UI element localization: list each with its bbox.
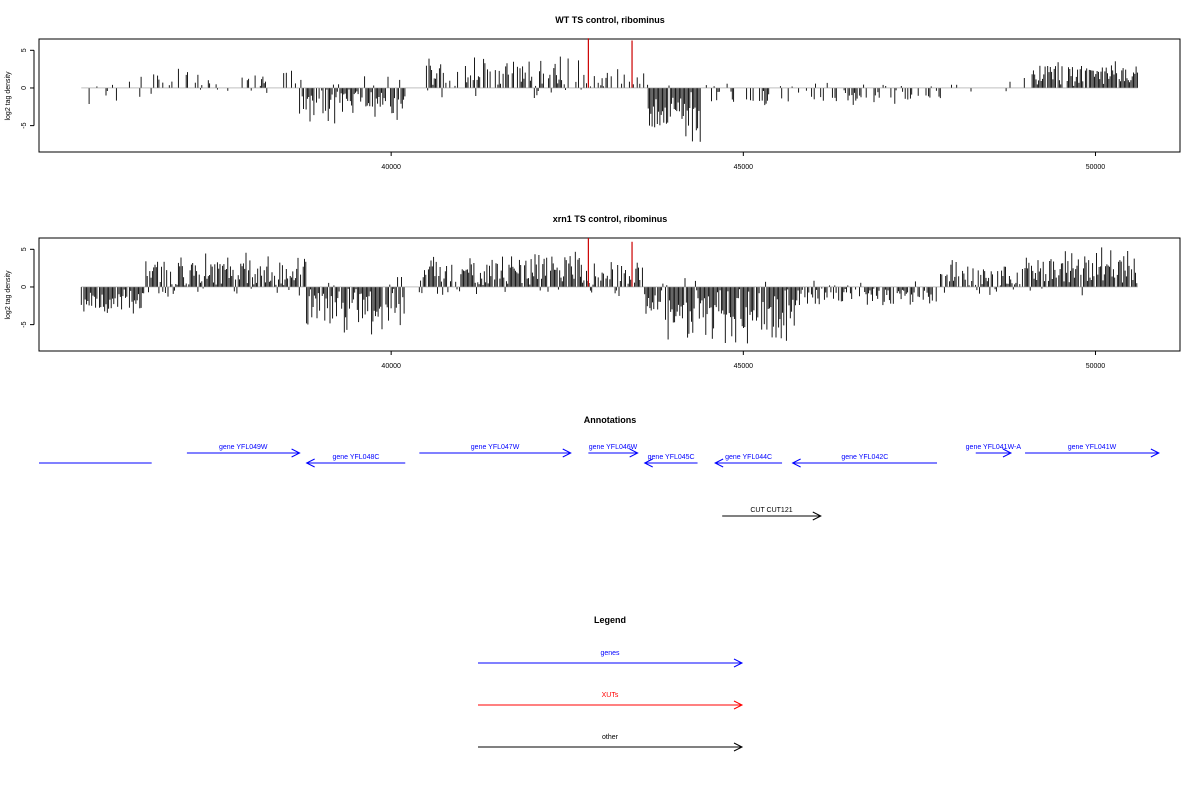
- feature-arrow: gene YFL044C: [714, 454, 783, 468]
- bar-series: [80, 247, 1138, 344]
- feature-label: gene YFL041W-A: [966, 444, 1022, 451]
- y-axis-label: log2 tag density: [5, 71, 12, 121]
- chart-title: xrn1 TS control, ribominus: [553, 214, 668, 224]
- feature-arrow: gene YFL041W-A: [966, 444, 1022, 458]
- bar-series: [88, 56, 1138, 142]
- x-tick-label: 50000: [1086, 164, 1106, 171]
- legend-label: other: [602, 734, 619, 741]
- feature-label: gene YFL046W: [589, 444, 638, 451]
- legend-items: genes XUTs other: [478, 650, 744, 752]
- plot-area: 40000 45000 50000 -5 0 5: [21, 38, 1138, 171]
- feature-arrow: gene YFL045C: [643, 454, 698, 468]
- y-axis-label: log2 tag density: [5, 270, 12, 320]
- track-panel-xrn1: xrn1 TS control, ribominus 40000 45000 500…: [5, 214, 1181, 370]
- plot-area: 40000 45000 50000 -5 0 5: [21, 238, 1138, 370]
- y-tick-label: -5: [21, 321, 28, 327]
- feature-label: gene YFL044C: [725, 454, 772, 461]
- feature-label: gene YFL042C: [841, 454, 888, 461]
- feature-arrow: CUT CUT121: [722, 507, 822, 521]
- feature-label: gene YFL045C: [648, 454, 695, 461]
- feature-arrow: gene YFL047W: [419, 444, 572, 458]
- x-tick-label: 45000: [734, 363, 754, 370]
- chart-title: WT TS control, ribominus: [555, 15, 665, 25]
- legend-item: XUTs: [478, 692, 744, 710]
- legend-label: XUTs: [602, 692, 619, 699]
- annotation-features: gene YFL049W gene YFL048C gene YFL047W gene…: [39, 444, 1160, 521]
- y-tick-label: 0: [21, 285, 28, 289]
- feature-label: gene YFL049W: [219, 444, 268, 451]
- feature-label: gene YFL048C: [332, 454, 379, 461]
- y-tick-label: -5: [21, 122, 28, 128]
- legend-item: other: [478, 734, 744, 752]
- feature-arrow: gene YFL048C: [305, 454, 406, 468]
- plot-frame: [38, 237, 1181, 352]
- x-tick-label: 45000: [734, 164, 754, 171]
- y-tick-label: 5: [21, 48, 28, 52]
- y-tick-label: 5: [21, 247, 28, 251]
- y-tick-label: 0: [21, 86, 28, 90]
- x-tick-label: 40000: [381, 164, 401, 171]
- x-tick-label: 40000: [381, 363, 401, 370]
- legend-item: genes: [478, 650, 744, 668]
- feature-label: gene YFL041W: [1068, 444, 1117, 451]
- plot-frame: [38, 38, 1181, 153]
- feature-arrow: gene YFL041W: [1025, 444, 1160, 458]
- feature-arrow: gene YFL046W: [588, 444, 639, 458]
- legend: Legend genes XUTs other: [478, 615, 744, 752]
- legend-title: Legend: [594, 615, 626, 625]
- feature-label: gene YFL047W: [471, 444, 520, 451]
- legend-label: genes: [600, 650, 620, 657]
- feature-arrow: gene YFL049W: [186, 444, 301, 458]
- feature-arrow: gene YFL042C: [791, 454, 938, 468]
- x-tick-label: 50000: [1086, 363, 1106, 370]
- annotations-title: Annotations: [584, 415, 637, 425]
- track-panel-wt: WT TS control, ribominus 40000 45000 50000…: [5, 15, 1181, 171]
- feature-label: CUT CUT121: [750, 507, 792, 514]
